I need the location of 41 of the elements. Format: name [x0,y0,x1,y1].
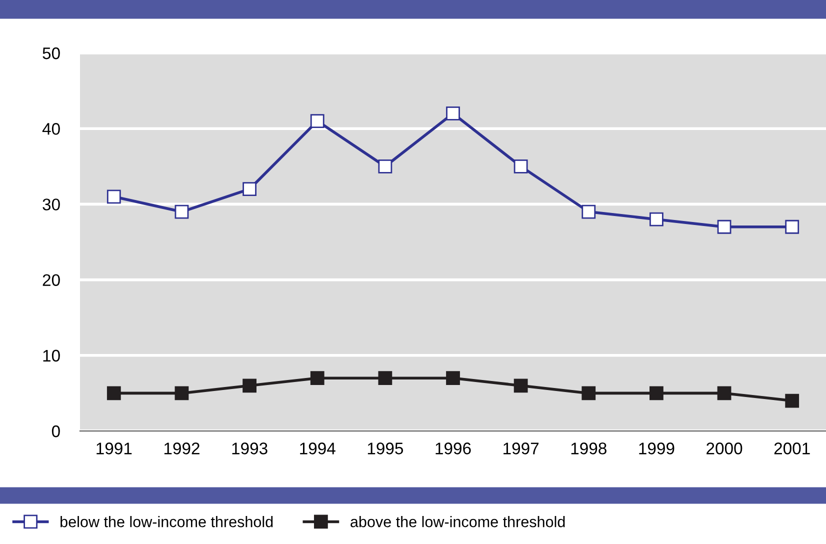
point [717,386,732,400]
x-tick-label: 1995 [368,442,404,454]
x-tick-label: 1993 [232,442,268,454]
point [174,204,189,219]
point [785,220,800,234]
y-tick-label: 40 [42,123,60,135]
point [446,371,460,386]
x-tick-label: 1992 [164,442,200,454]
y-tick-label: 0 [52,425,60,438]
point [242,378,256,393]
point [650,212,664,226]
point [378,159,392,174]
x-tick-label: 1991 [96,442,132,454]
point [310,114,324,128]
point [514,159,528,174]
point [174,386,189,400]
point [582,204,596,219]
point [378,371,392,386]
point [310,371,324,386]
x-tick-label: 1996 [436,442,471,454]
point [785,394,800,408]
x-tick-label: 1999 [639,442,674,454]
point [514,378,528,393]
x-tick-label: 1997 [504,442,539,454]
point [242,182,256,196]
y-tick-label: 30 [42,198,60,210]
y-tick-label: 50 [42,47,60,60]
point [106,386,121,400]
legend-label: below the low-income threshold [60,516,273,528]
x-tick-label: 2000 [706,442,742,454]
x-tick-label: 1994 [300,442,336,454]
x-tick-label: 1998 [571,442,606,454]
y-tick-label: 10 [43,350,60,362]
point [717,220,732,234]
point [106,190,121,204]
legend-label: above the low-income threshold [350,516,565,528]
point [446,106,460,120]
point [650,386,664,400]
x-tick-label: 2001 [774,442,810,454]
point [582,386,596,400]
y-tick-label: 20 [42,274,60,286]
